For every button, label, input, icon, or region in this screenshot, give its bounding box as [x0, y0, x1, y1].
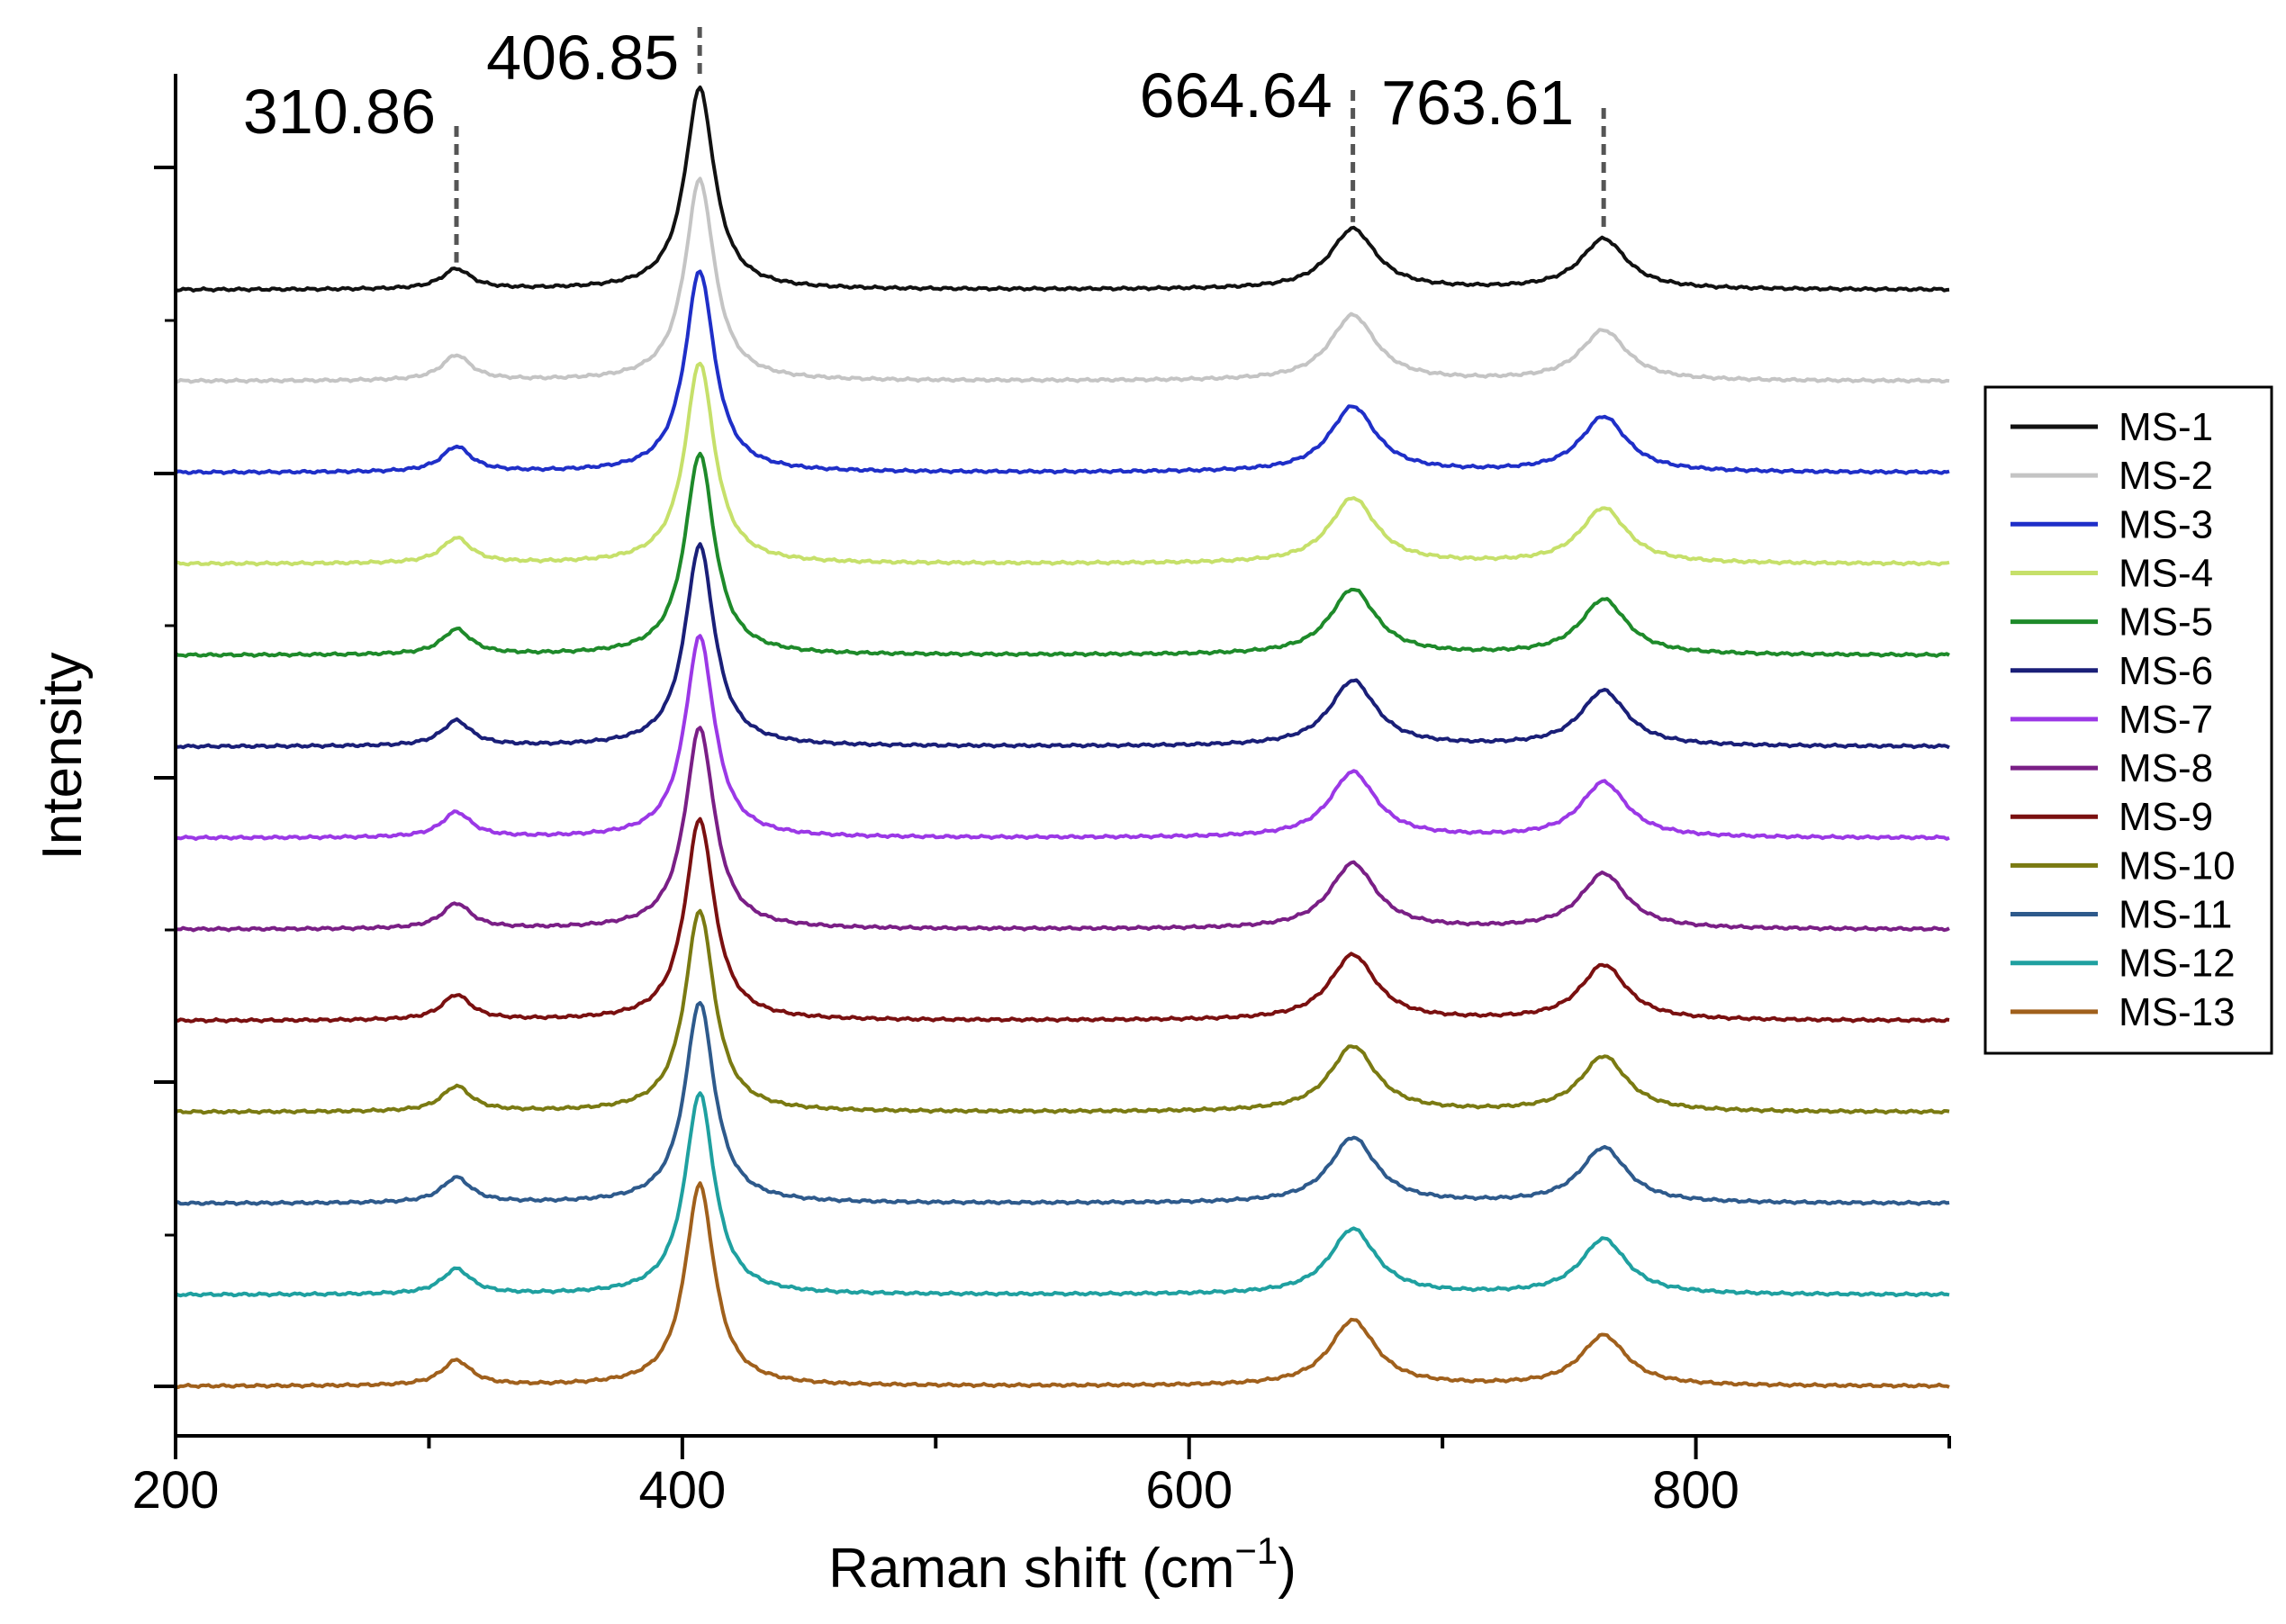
legend-label-ms-9: MS-9	[2119, 795, 2213, 839]
series-line-ms-2	[175, 176, 1950, 384]
series-line-ms-1	[175, 86, 1950, 293]
legend-label-ms-8: MS-8	[2119, 746, 2213, 790]
legend: MS-1 MS-2MS-3 MS-4 MS-5MS-6 MS-7MS-8 MS-9 MS-1…	[1983, 385, 2273, 1055]
legend-label-ms-13: MS-13	[2119, 990, 2236, 1034]
y-axis-title: Intensity	[32, 653, 94, 861]
x-axis-title: Raman shift (cm−1)	[828, 1529, 1297, 1600]
x-axis-title-close: )	[1278, 1538, 1297, 1600]
series-line-ms-8	[175, 726, 1950, 933]
series-line-ms-3	[174, 269, 1950, 475]
series-line-ms-4	[175, 361, 1950, 567]
axes: 200 400 600 800	[132, 74, 1951, 1520]
legend-label-ms-12: MS-12	[2119, 942, 2236, 986]
series-line-ms-5	[174, 451, 1950, 658]
series-line-ms-7	[175, 634, 1950, 842]
series-line-ms-11	[175, 1001, 1950, 1206]
legend-label-ms-4: MS-4	[2119, 551, 2213, 595]
x-tick-label: 800	[1652, 1461, 1739, 1520]
legend-label-ms-10: MS-10	[2119, 844, 2236, 888]
x-axis-title-sup: −1	[1234, 1529, 1278, 1572]
legend-label-ms-1: MS-1	[2119, 405, 2213, 449]
peak-label-2: 664.64	[1140, 60, 1333, 131]
legend-label-ms-6: MS-6	[2119, 649, 2213, 693]
x-tick-label: 200	[132, 1461, 220, 1520]
series-layer	[174, 86, 1950, 1389]
peak-markers: 310.86 406.85 664.64 763.61	[243, 23, 1606, 263]
peak-label-0: 310.86	[243, 77, 436, 147]
x-axis-title-main: Raman shift (cm	[828, 1538, 1234, 1600]
x-tick-label: 400	[638, 1461, 726, 1520]
legend-label-ms-5: MS-5	[2119, 600, 2213, 645]
peak-label-1: 406.85	[486, 23, 679, 93]
legend-label-ms-7: MS-7	[2119, 698, 2213, 742]
peak-label-3: 763.61	[1381, 68, 1574, 138]
series-line-ms-10	[175, 908, 1950, 1115]
series-line-ms-13	[175, 1181, 1950, 1389]
legend-label-ms-3: MS-3	[2119, 502, 2213, 546]
legend-label-ms-2: MS-2	[2119, 454, 2213, 498]
series-line-ms-6	[175, 542, 1950, 750]
series-line-ms-12	[175, 1091, 1950, 1298]
series-line-ms-9	[175, 817, 1950, 1024]
legend-label-ms-11: MS-11	[2119, 893, 2232, 937]
x-tick-label: 600	[1145, 1461, 1233, 1520]
